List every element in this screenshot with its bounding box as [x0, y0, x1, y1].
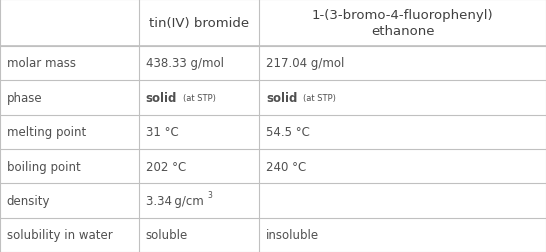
Text: solid: solid — [146, 91, 177, 104]
Text: (at STP): (at STP) — [303, 93, 336, 103]
Text: solubility in water: solubility in water — [7, 228, 112, 241]
Text: tin(IV) bromide: tin(IV) bromide — [149, 17, 250, 30]
Text: 3: 3 — [207, 190, 212, 199]
Text: 1-(3-bromo-4-fluorophenyl)
ethanone: 1-(3-bromo-4-fluorophenyl) ethanone — [312, 9, 494, 38]
Text: 438.33 g/mol: 438.33 g/mol — [146, 57, 224, 70]
Text: 202 °C: 202 °C — [146, 160, 186, 173]
Text: insoluble: insoluble — [266, 228, 319, 241]
Text: phase: phase — [7, 91, 42, 104]
Text: density: density — [7, 194, 50, 207]
Text: melting point: melting point — [7, 126, 86, 139]
Text: 240 °C: 240 °C — [266, 160, 306, 173]
Text: 31 °C: 31 °C — [146, 126, 179, 139]
Text: 54.5 °C: 54.5 °C — [266, 126, 310, 139]
Text: soluble: soluble — [146, 228, 188, 241]
Text: boiling point: boiling point — [7, 160, 80, 173]
Text: 217.04 g/mol: 217.04 g/mol — [266, 57, 345, 70]
Text: solid: solid — [266, 91, 297, 104]
Text: molar mass: molar mass — [7, 57, 75, 70]
Text: 3.34 g/cm: 3.34 g/cm — [146, 194, 204, 207]
Text: (at STP): (at STP) — [183, 93, 216, 103]
